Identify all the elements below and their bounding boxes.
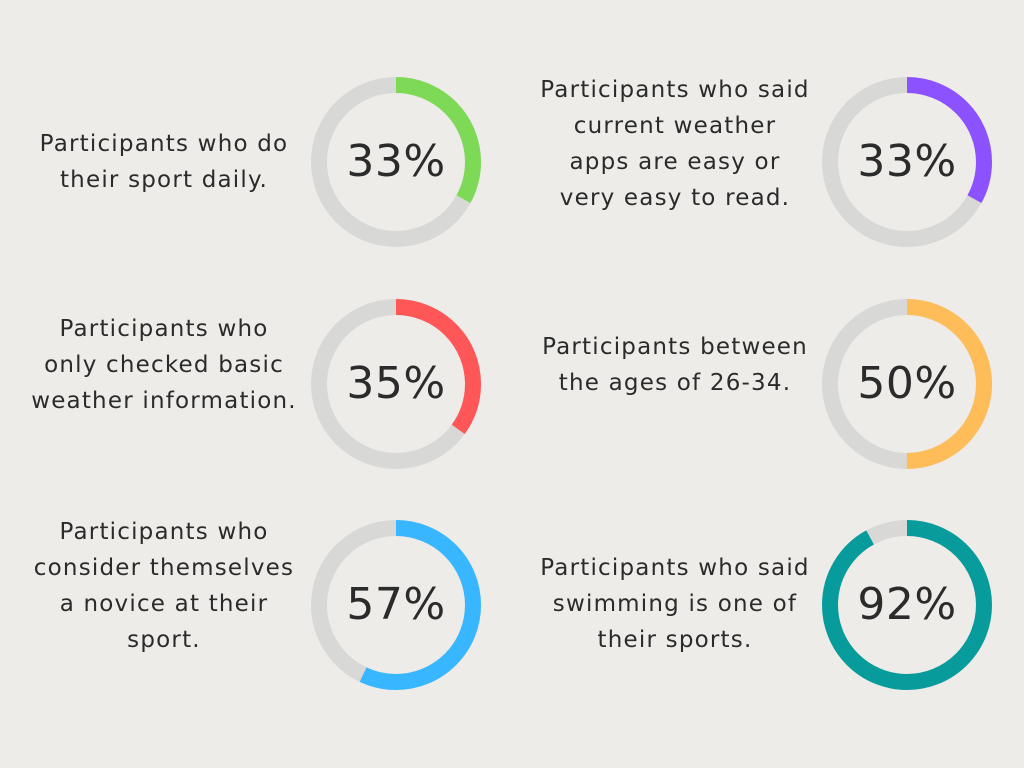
- donut-value-arc: [822, 77, 992, 247]
- donut-chart-easy-to-read: 33%: [821, 76, 993, 248]
- donut-value-text: 92%: [857, 579, 957, 630]
- donut-chart-novice: 57%: [310, 519, 482, 691]
- donut-value-arc: [822, 520, 992, 690]
- donut-ring: [311, 299, 481, 469]
- donut-value-text: 33%: [346, 136, 446, 187]
- donut-chart-ages: 50%: [821, 298, 993, 470]
- donut-chart-swimming: 92%: [821, 519, 993, 691]
- stat-label-easy-to-read: Participants who said current weather ap…: [540, 77, 810, 211]
- stat-label-basic-weather: Participants who only checked basic weat…: [31, 316, 297, 414]
- stat-label-swimming: Participants who said swimming is one of…: [540, 555, 810, 653]
- donut-ring: [311, 77, 481, 247]
- donut-ring: [822, 520, 992, 690]
- stat-label-novice: Participants who consider themselves a n…: [33, 519, 295, 653]
- donut-ring: [822, 77, 992, 247]
- donut-chart-daily: 33%: [310, 76, 482, 248]
- donut-value-arc: [311, 520, 481, 690]
- donut-value-arc: [311, 299, 481, 469]
- donut-value-arc: [822, 299, 992, 469]
- donut-value-text: 35%: [346, 358, 446, 409]
- donut-value-arc: [311, 77, 481, 247]
- donut-chart-basic-weather: 35%: [310, 298, 482, 470]
- donut-value-text: 33%: [857, 136, 957, 187]
- donut-value-text: 57%: [346, 579, 446, 630]
- donut-ring: [822, 299, 992, 469]
- stat-label-daily: Participants who do their sport daily.: [39, 131, 289, 193]
- donut-ring: [311, 520, 481, 690]
- stat-label-ages: Participants between the ages of 26-34.: [542, 334, 808, 396]
- donut-value-text: 50%: [857, 358, 957, 409]
